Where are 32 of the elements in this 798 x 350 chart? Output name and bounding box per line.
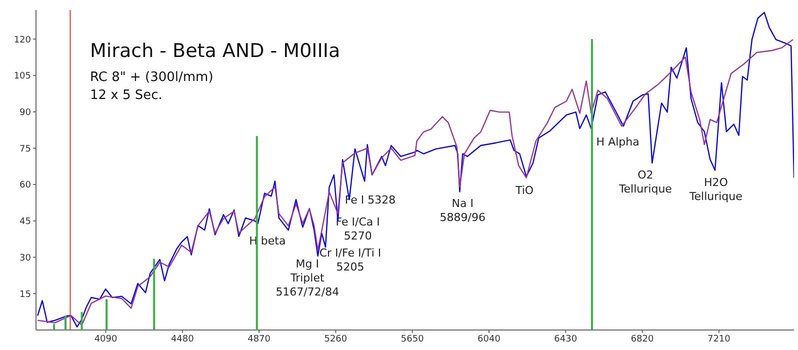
x-tick-label: 4480 xyxy=(170,334,194,344)
y-tick-label: 90 xyxy=(20,108,32,118)
annotation: H Alpha xyxy=(596,135,640,148)
y-tick-label: 30 xyxy=(20,253,32,264)
text: RC 8" + (300l/mm) xyxy=(90,70,214,85)
y-tick-label: 120 xyxy=(14,35,32,46)
annotation: H2O Tellurique xyxy=(688,176,743,203)
x-tick-label: 4090 xyxy=(94,334,118,344)
x-tick-label: 4870 xyxy=(248,334,271,344)
bar xyxy=(106,299,108,330)
y-tick-label: 15 xyxy=(20,290,31,300)
y-tick-label: 75 xyxy=(20,144,31,154)
text: Mirach - Beta AND - M0IIIa xyxy=(90,40,340,62)
annotation: Cr I/Fe I/Ti I 5205 xyxy=(319,246,382,274)
x-tick-label: 7210 xyxy=(707,334,731,344)
x-tick-label: 5260 xyxy=(324,334,348,344)
bar xyxy=(153,258,156,330)
bar xyxy=(590,39,593,330)
bar xyxy=(80,312,83,330)
y-tick-label: 105 xyxy=(14,72,31,82)
x-tick-label: 6430 xyxy=(554,334,578,344)
x-tick-label: 5650 xyxy=(400,334,424,344)
annotation: 12 x 5 Sec. xyxy=(90,88,164,103)
y-tick-label: 45 xyxy=(20,217,31,228)
x-tick-label: 6820 xyxy=(630,334,654,344)
y-tick-label: 60 xyxy=(20,180,32,191)
annotation: TiO xyxy=(514,184,534,198)
annotation: O2 Tellurique xyxy=(618,168,672,196)
x-tick-label: 6040 xyxy=(478,334,501,344)
bar xyxy=(64,315,66,330)
bar xyxy=(53,324,56,330)
annotation: Na I 5889/96 xyxy=(440,197,486,224)
